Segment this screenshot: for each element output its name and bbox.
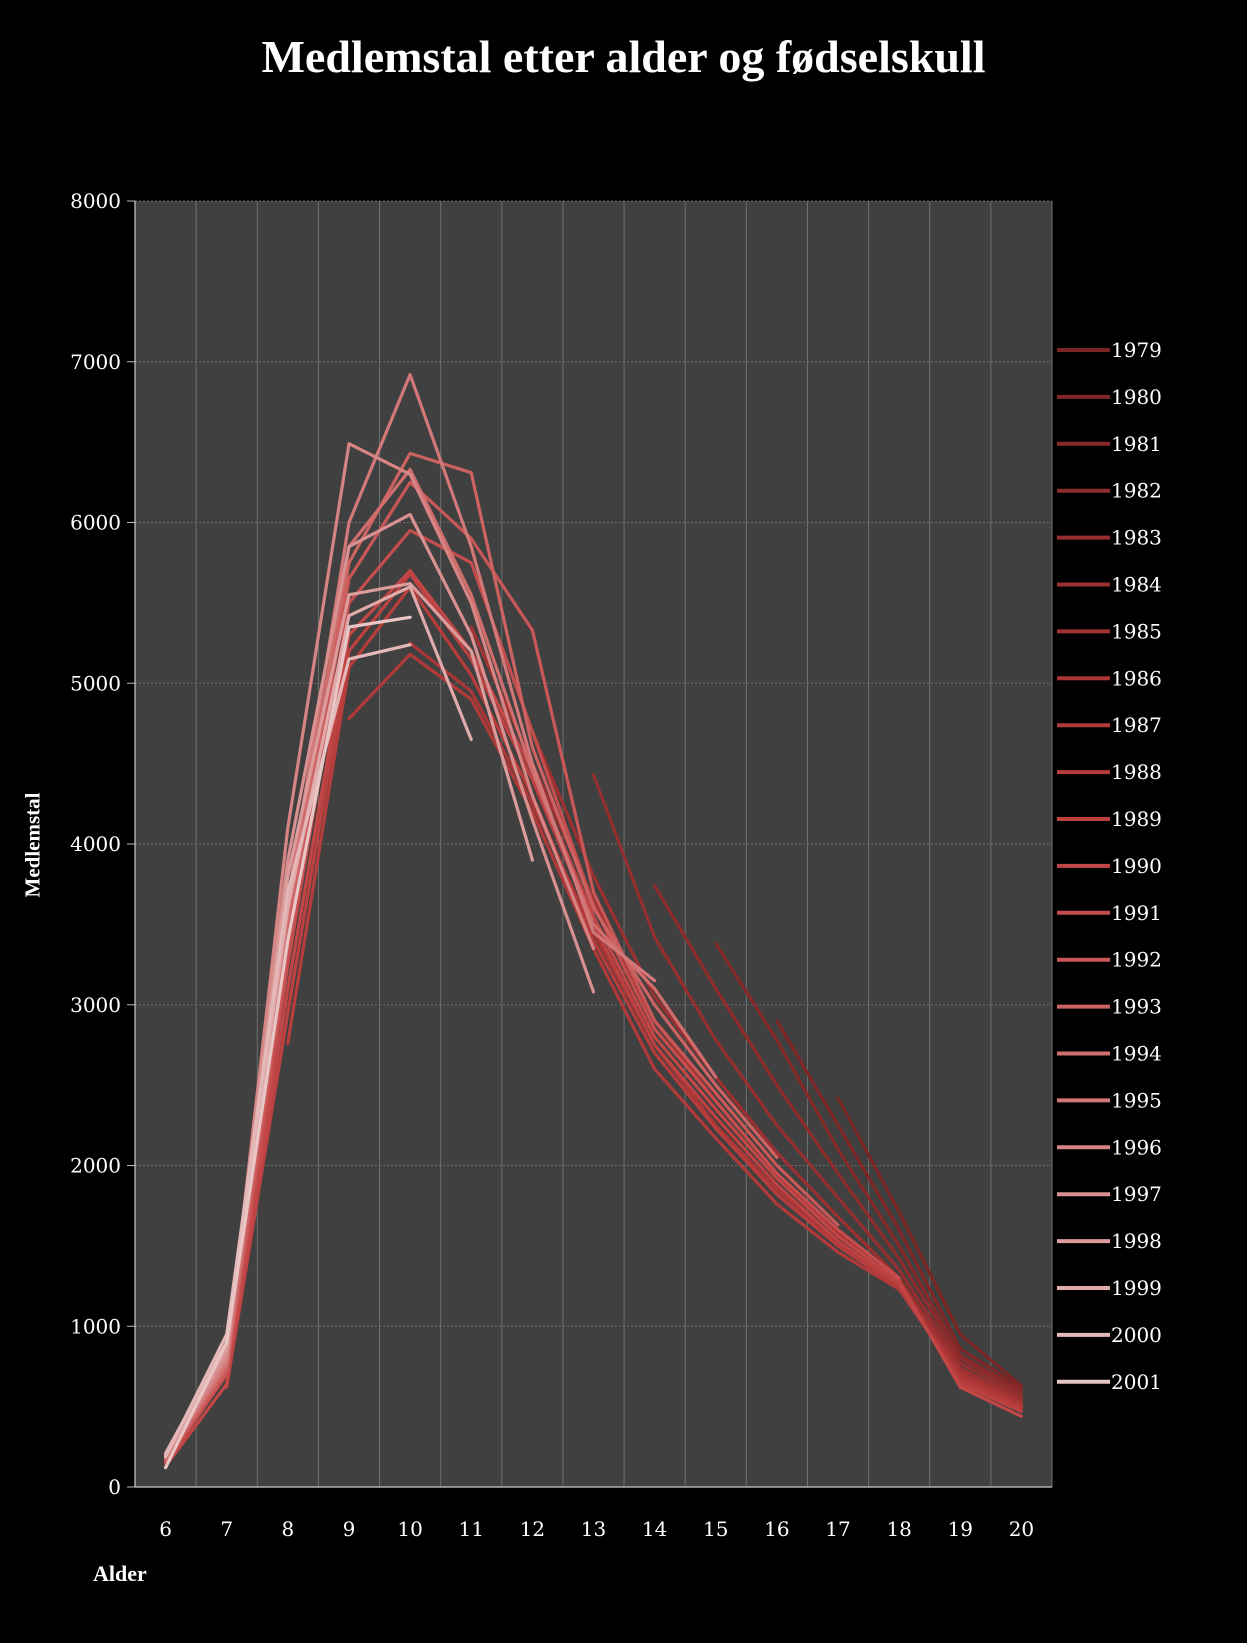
legend-label-1999: 1999: [1111, 1276, 1162, 1300]
legend-label-1980: 1980: [1111, 385, 1162, 409]
series-line-2001: [164, 615, 412, 1470]
legend-label-1982: 1982: [1111, 479, 1162, 503]
series-line-1982: [653, 884, 1023, 1396]
series-line-1989: [225, 572, 1023, 1413]
y-tick-label: 0: [108, 1475, 121, 1499]
x-tick-label: 12: [520, 1517, 545, 1541]
y-tick-label: 8000: [70, 189, 121, 213]
legend-label-1981: 1981: [1111, 432, 1162, 456]
y-tick-label: 6000: [70, 511, 121, 535]
x-tick-label: 7: [220, 1517, 233, 1541]
x-tick-label: 17: [825, 1517, 850, 1541]
series-line-1984: [530, 729, 1023, 1402]
legend-label-1998: 1998: [1111, 1229, 1162, 1253]
legend-label-1996: 1996: [1111, 1135, 1162, 1159]
series-line-1979: [836, 1096, 1023, 1388]
x-tick-label: 18: [886, 1517, 911, 1541]
x-tick-label: 15: [703, 1517, 728, 1541]
x-tick-label: 16: [764, 1517, 789, 1541]
legend-label-1986: 1986: [1111, 666, 1162, 690]
legend-label-1985: 1985: [1111, 619, 1162, 643]
series-line-1991: [164, 528, 901, 1465]
chart-title: Medlemstal etter alder og fødselskull: [261, 31, 986, 82]
y-tick-label: 5000: [70, 671, 121, 695]
x-tick-label: 6: [159, 1517, 172, 1541]
y-tick-label: 7000: [70, 350, 121, 374]
series-line-1981: [714, 942, 1023, 1393]
x-tick-label: 19: [948, 1517, 973, 1541]
legend-label-2000: 2000: [1111, 1323, 1162, 1347]
legend-label-1984: 1984: [1111, 573, 1162, 597]
x-tick-label: 8: [281, 1517, 294, 1541]
legend-label-1979: 1979: [1111, 338, 1162, 362]
x-axis-title: Alder: [93, 1561, 147, 1586]
y-tick-label: 1000: [70, 1314, 121, 1338]
series-line-1983: [591, 773, 1023, 1399]
x-tick-label: 13: [581, 1517, 606, 1541]
legend-label-1983: 1983: [1111, 526, 1162, 550]
legend-label-1995: 1995: [1111, 1088, 1162, 1112]
y-tick-label: 4000: [70, 832, 121, 856]
legend-label-1989: 1989: [1111, 807, 1162, 831]
x-tick-label: 20: [1009, 1517, 1034, 1541]
legend-label-1988: 1988: [1111, 760, 1162, 784]
x-tick-label: 9: [343, 1517, 356, 1541]
legend-label-1994: 1994: [1111, 1042, 1162, 1066]
x-tick-label: 11: [459, 1517, 484, 1541]
y-tick-label: 2000: [70, 1154, 121, 1178]
legend-label-1987: 1987: [1111, 713, 1162, 737]
series-line-1980: [775, 1019, 1023, 1389]
legend-label-1993: 1993: [1111, 995, 1162, 1019]
legend-label-2001: 2001: [1111, 1370, 1162, 1394]
x-tick-label: 10: [397, 1517, 422, 1541]
legend-label-1992: 1992: [1111, 948, 1162, 972]
legend-label-1997: 1997: [1111, 1182, 1162, 1206]
series-line-1992: [164, 480, 840, 1463]
legend-label-1991: 1991: [1111, 901, 1162, 925]
legend-label-1990: 1990: [1111, 854, 1162, 878]
y-tick-label: 3000: [70, 993, 121, 1017]
series-line-2000: [164, 643, 412, 1459]
x-tick-label: 14: [642, 1517, 667, 1541]
series-line-1990: [164, 569, 1023, 1468]
series-line-1998: [164, 582, 534, 1457]
